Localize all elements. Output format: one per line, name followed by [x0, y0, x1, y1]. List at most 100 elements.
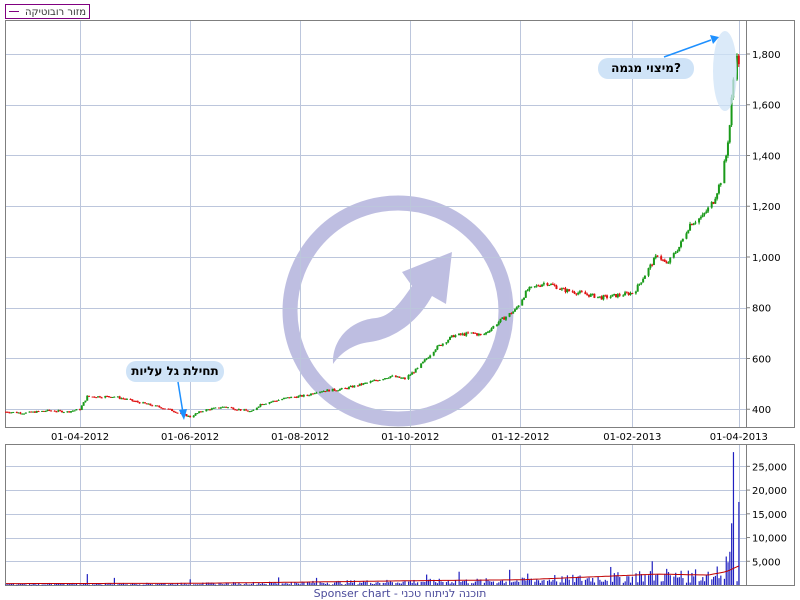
volume-bar	[319, 581, 321, 585]
candle-body	[450, 335, 453, 337]
candle-body	[28, 411, 31, 413]
volume-bar	[407, 581, 410, 585]
volume-bar	[25, 584, 27, 586]
candle-body	[147, 403, 150, 405]
candle-body	[416, 367, 419, 369]
volume-bar	[597, 576, 599, 585]
volume-bar	[648, 575, 650, 585]
volume-bar	[270, 582, 273, 585]
candle-body	[371, 380, 374, 382]
candle-body	[113, 396, 116, 398]
candle-body	[208, 409, 211, 411]
volume-bar	[732, 452, 735, 585]
candle-body	[19, 412, 22, 414]
candle-body	[68, 411, 71, 413]
candle-body	[24, 412, 27, 414]
candle-body	[221, 406, 224, 408]
candle-body	[326, 389, 329, 392]
volume-bar	[613, 573, 615, 585]
candle-body	[310, 393, 313, 396]
candle-body	[705, 211, 708, 213]
candle-body	[591, 293, 594, 295]
volume-bar	[113, 577, 115, 585]
candle-body	[286, 397, 289, 399]
volume-bar	[402, 581, 404, 585]
candle-body	[324, 391, 327, 393]
volume-bar	[106, 584, 108, 585]
volume-bar	[131, 583, 134, 585]
volume-bar	[130, 584, 132, 586]
candle-body	[362, 383, 365, 385]
candle-body	[463, 333, 466, 336]
candle-body	[412, 372, 415, 374]
annotation-wave-start-text: תחילת גל עליות	[131, 364, 219, 378]
candle-body	[694, 222, 697, 224]
candle-body	[207, 409, 210, 411]
volume-bar	[164, 583, 166, 585]
candle-body	[107, 396, 110, 398]
candle-body	[542, 283, 545, 285]
volume-bar	[579, 575, 581, 585]
candle-body	[555, 285, 558, 289]
volume-bar	[133, 583, 135, 585]
volume-bar	[523, 577, 525, 585]
annotation-magma-peak-text: מיצוי מגמה?	[611, 61, 681, 75]
volume-bar	[566, 575, 569, 585]
candle-body	[483, 334, 486, 336]
volume-bar	[245, 582, 247, 585]
volume-bar	[202, 582, 204, 585]
candle-body	[439, 344, 442, 346]
candle-body	[535, 285, 538, 287]
candle-body	[328, 389, 331, 392]
volume-bar	[577, 576, 579, 585]
volume-bar	[294, 582, 296, 585]
candle-body	[125, 398, 128, 400]
candle-body	[335, 390, 338, 392]
candle-body	[261, 404, 264, 406]
candle-body	[344, 388, 347, 390]
candle-body	[257, 406, 260, 408]
candle-body	[57, 410, 60, 412]
annotation-magma-peak-bubble	[598, 58, 694, 79]
volume-bar	[546, 580, 549, 585]
candle-body	[730, 97, 733, 126]
volume-bar	[139, 584, 141, 586]
candle-body	[438, 344, 441, 346]
volume-bar	[601, 581, 603, 585]
volume-bar	[220, 582, 222, 585]
volume-bar	[698, 581, 700, 585]
candle-body	[449, 336, 451, 340]
footer-credit: Sponser chart - תוכנה לניתוח טכני	[314, 587, 487, 600]
candle-body	[553, 284, 556, 286]
candle-body	[275, 400, 278, 402]
candle-body	[322, 391, 325, 393]
price-y-tick-label: 600	[752, 354, 771, 365]
candle-body	[452, 335, 455, 338]
candle-body	[508, 313, 511, 317]
price-y-tick-label: 1,600	[752, 101, 781, 112]
volume-bar	[19, 584, 22, 585]
volume-bar	[371, 583, 374, 585]
volume-bar	[604, 579, 606, 585]
volume-bar	[639, 571, 641, 585]
candle-body	[259, 404, 262, 407]
candle-body	[429, 355, 432, 358]
volume-bar	[465, 579, 467, 585]
candle-body	[118, 396, 121, 399]
volume-bar	[137, 584, 139, 586]
candle-body	[667, 262, 670, 264]
volume-bar	[496, 583, 498, 585]
volume-bar	[278, 577, 280, 585]
candle-body	[237, 409, 240, 411]
volume-bar	[259, 584, 262, 585]
volume-bar	[236, 584, 238, 586]
candle-body	[160, 407, 163, 409]
candle-body	[387, 377, 390, 379]
candle-body	[420, 363, 423, 368]
volume-bar	[370, 582, 372, 585]
candle-body	[243, 409, 246, 411]
candle-body	[196, 413, 199, 415]
candle-body	[681, 238, 684, 242]
volume-bar	[41, 584, 43, 586]
candle-body	[205, 409, 208, 412]
